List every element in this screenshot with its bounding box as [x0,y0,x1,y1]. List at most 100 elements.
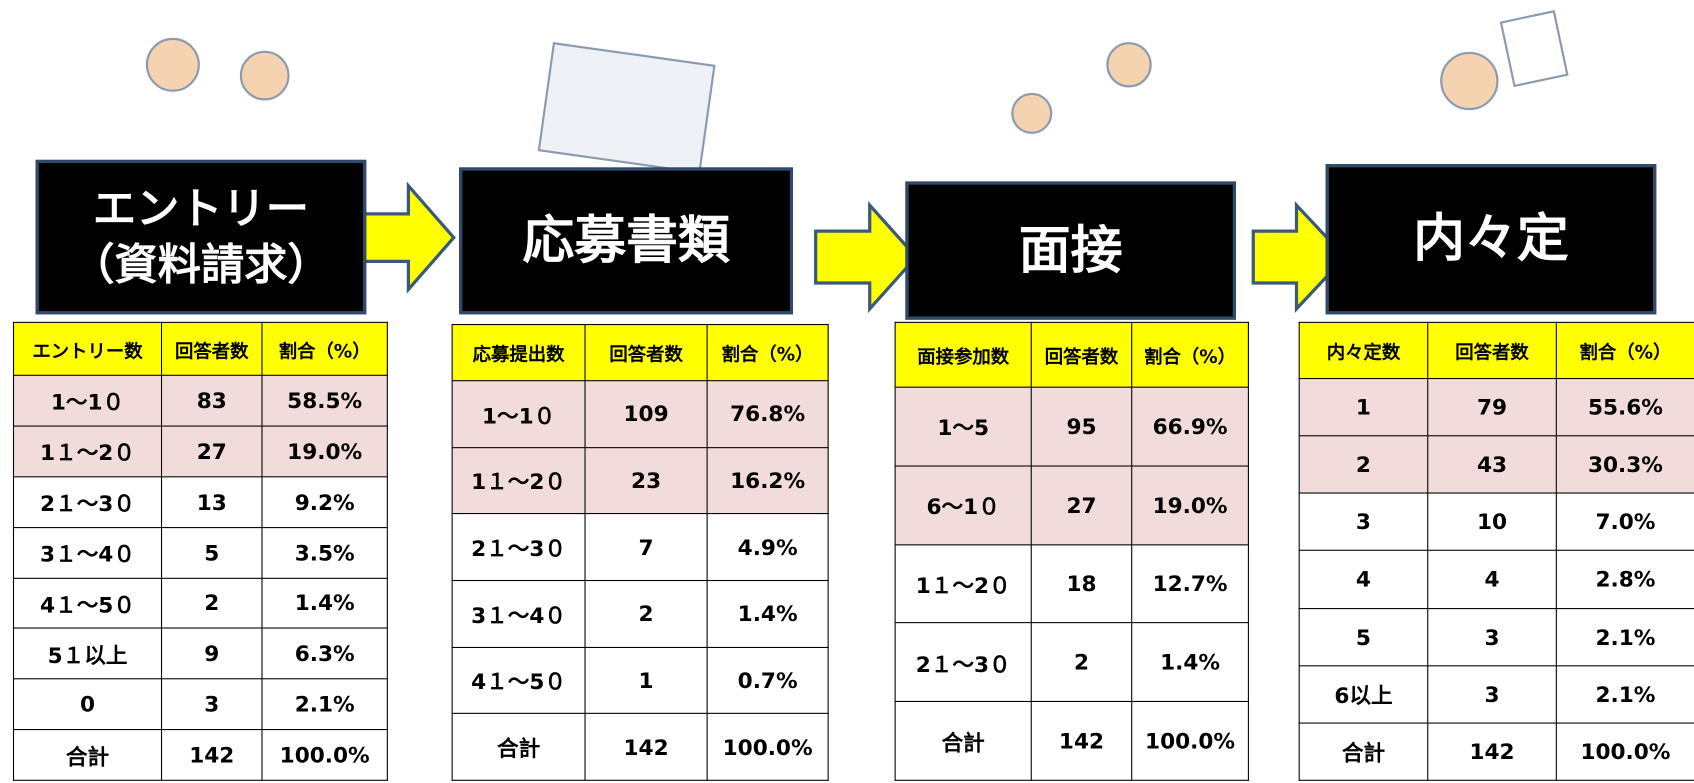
table-cell: 109 [584,380,708,448]
table-cell: 55.6% [1555,377,1694,437]
table-cell: 27 [1030,465,1133,545]
table-row: 1１～2０ 23 16.2% [451,446,829,515]
table-cell: 3１～4０ [451,579,586,648]
table-row: 0 3 2.1% [12,678,388,731]
table-row: 2１～3０ 13 9.2% [12,476,388,528]
arrow [350,181,456,294]
table-cell: 4 [1427,550,1557,609]
table-cell: エントリー数 [12,321,163,376]
illustration [145,10,1569,174]
arrow [814,200,919,314]
table-cell: 2 [160,577,263,629]
table-row: 6以上 3 2.1% [1298,664,1694,724]
table-cell: 2.1% [1555,664,1694,724]
table-cell: 66.9% [1131,386,1249,467]
table-cell: 1 [584,646,708,715]
table-cell: 1.4% [1131,622,1249,703]
table-cell: 割合（%） [1555,321,1694,380]
table-cell: 23 [584,446,708,515]
table-row: 合計 142 100.0% [451,713,829,781]
stage-title: エントリー （資料請求） [35,159,367,315]
title-line: 応募書類 [522,210,730,271]
table-cell: 30.3% [1555,435,1694,494]
data-table: 内々定数 回答者数 割合（%） 1 79 55.6% 2 43 30.3% 3 10 7.0% 4 4 2.… [1298,321,1694,781]
table-cell: 回答者数 [160,321,263,376]
table-cell: 79 [1427,377,1557,437]
table-cell: 4１～5０ [12,577,163,629]
table-cell: 合計 [894,701,1032,781]
table-row: 6～1０ 27 19.0% [894,465,1249,545]
table-cell: 100.0% [1555,722,1694,781]
table-cell: 19.0% [1131,465,1249,545]
table-cell: 1～1０ [12,374,163,427]
table-row: 合計 142 100.0% [894,701,1249,781]
table-cell: 1１～2０ [12,425,163,478]
table-cell: 12.7% [1131,543,1249,624]
table-row: 1１～2０ 27 19.0% [12,425,388,478]
table-cell: 合計 [451,713,586,781]
data-table: 面接参加数 回答者数 割合（%） 1～5 95 66.9% 6～1０ 27 19.0% 1１～2０… [894,321,1249,781]
table-row: 応募提出数 回答者数 割合（%） [451,324,829,382]
table-row: 2 43 30.3% [1298,435,1694,494]
table-cell: 3 [1298,492,1429,552]
table-row: 合計 142 100.0% [1298,722,1694,781]
table-row: 4 4 2.8% [1298,550,1694,609]
title-line: （資料請求） [71,240,331,290]
table-row: 1～1０ 83 58.5% [12,374,388,427]
table-cell: 合計 [1298,722,1429,781]
stage-title: 内々定 [1325,164,1657,315]
table-cell: 95 [1030,386,1133,467]
title-line: 内々定 [1413,208,1569,270]
table-cell: 142 [1030,701,1133,781]
table-cell: 5１以上 [12,627,163,680]
table-cell: 1 [1298,377,1429,437]
table-cell: 内々定数 [1298,321,1429,380]
table-cell: 2 [584,579,708,648]
table-cell: 合計 [12,729,163,781]
table-row: 1～1０ 109 76.8% [451,380,829,448]
table-cell: 100.0% [261,729,388,781]
table-cell: 6～1０ [894,465,1032,545]
table-cell: 4.9% [706,513,829,582]
table-cell: 回答者数 [584,324,708,382]
table-cell: 0.7% [706,646,829,715]
table-cell: 0 [12,678,163,731]
table-cell: 2.1% [1555,607,1694,667]
table-cell: 2１～3０ [894,622,1032,703]
table-cell: 7 [584,513,708,582]
table-cell: 142 [584,713,708,781]
table-cell: 割合（%） [1131,321,1249,388]
table-cell: 27 [160,425,263,478]
table-cell: 2.8% [1555,550,1694,609]
table-cell: 3 [160,678,263,731]
table-row: 1～5 95 66.9% [894,386,1249,467]
table-cell: 2 [1030,622,1133,703]
table-cell: 3 [1427,664,1557,724]
title-line: エントリー [92,184,309,234]
table-cell: 43 [1427,435,1557,494]
table-cell: 5 [160,526,263,579]
table-cell: 回答者数 [1030,321,1133,388]
table-cell: 1～1０ [451,380,586,448]
table-cell: 9 [160,627,263,680]
table-cell: 7.0% [1555,492,1694,552]
table-cell: 16.2% [706,446,829,515]
table-row: 内々定数 回答者数 割合（%） [1298,321,1694,380]
table-cell: 2１～3０ [12,476,163,528]
table-cell: 4１～5０ [451,646,586,715]
table-cell: 3.5% [261,526,388,579]
table-cell: 応募提出数 [451,324,586,382]
table-cell: 3 [1427,607,1557,667]
table-cell: 2.1% [261,678,388,731]
table-cell: 18 [1030,543,1133,624]
table-cell: 5 [1298,607,1429,667]
table-cell: 3１～4０ [12,526,163,579]
table-cell: 面接参加数 [894,321,1032,388]
table-row: 3 10 7.0% [1298,492,1694,552]
table-cell: 83 [160,374,263,427]
table-cell: 回答者数 [1427,321,1557,380]
table-cell: 4 [1298,550,1429,609]
